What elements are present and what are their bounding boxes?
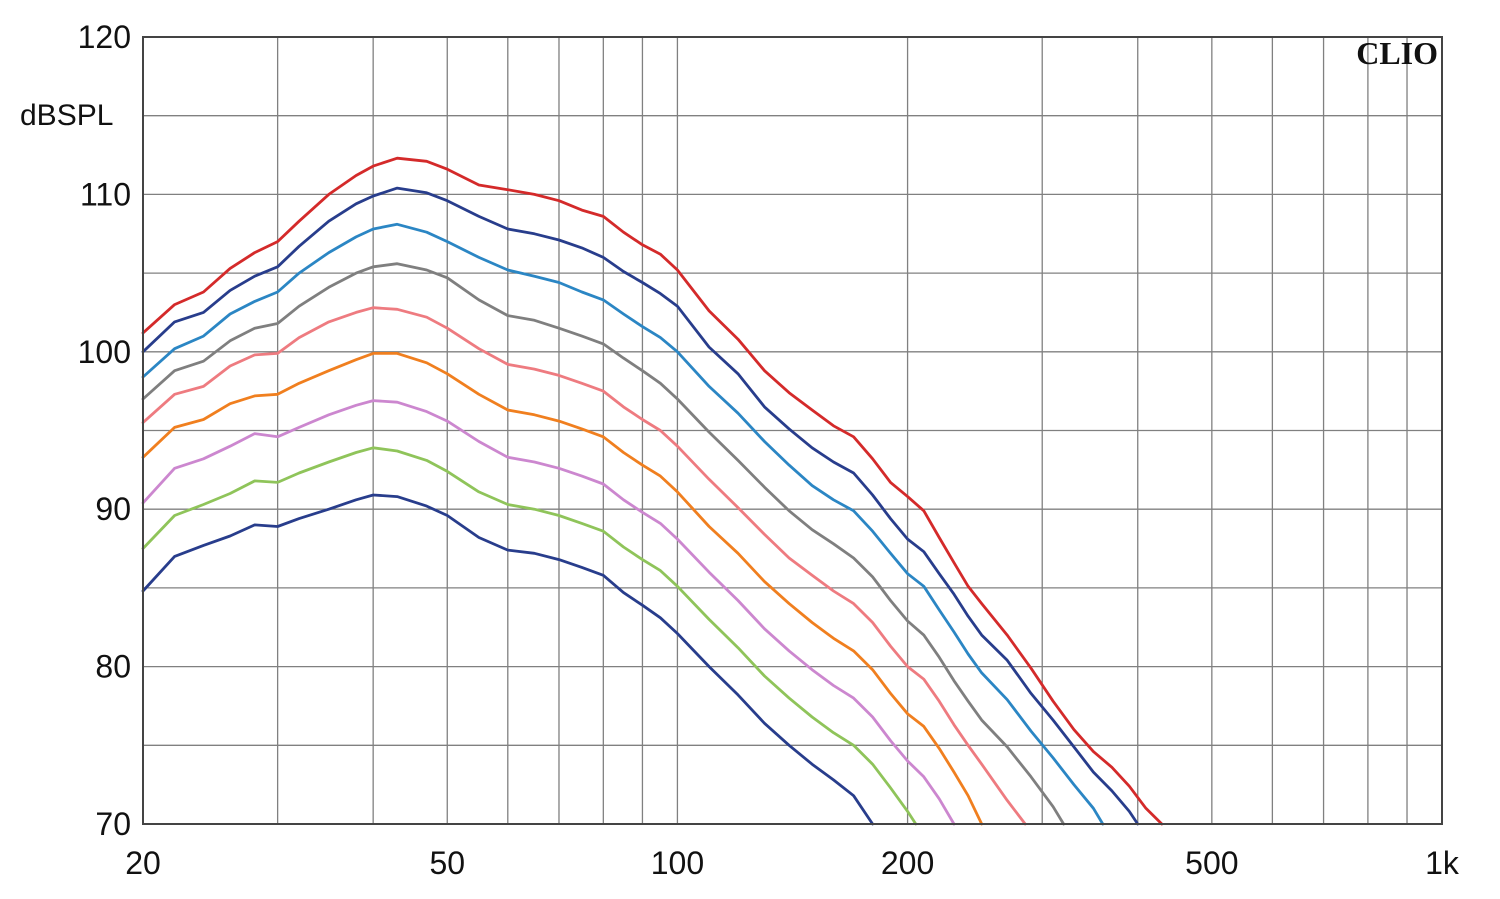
y-axis-label: dBSPL (20, 99, 113, 132)
series-line-3 (141, 222, 1105, 826)
x-tick-label: 1k (1425, 845, 1460, 881)
series-line-5 (141, 306, 1027, 826)
y-tick-labels: 70 80 90 100 110 120 (78, 19, 131, 842)
x-tick-label: 50 (429, 845, 465, 881)
y-tick-label: 110 (80, 176, 131, 212)
x-tick-label: 100 (651, 845, 704, 881)
series-line-2 (141, 186, 1140, 826)
x-tick-label: 20 (125, 845, 161, 881)
series-layer (141, 156, 1164, 826)
series-line-8 (141, 446, 918, 826)
plot-area-frame (142, 36, 1443, 825)
y-tick-label: 100 (78, 334, 131, 370)
x-tick-label: 200 (881, 845, 934, 881)
y-tick-label: 90 (95, 491, 131, 527)
series-line-9 (141, 493, 874, 826)
series-line-1 (141, 156, 1164, 826)
series-line-6 (141, 351, 984, 826)
brand-label: CLIO (1356, 35, 1438, 71)
x-tick-label: 500 (1185, 845, 1238, 881)
x-tick-labels: 20 50 100 200 500 1k (125, 845, 1460, 881)
y-tick-label: 80 (95, 649, 131, 685)
y-tick-label: 70 (95, 806, 131, 842)
series-line-4 (141, 262, 1065, 826)
y-tick-label: 120 (78, 19, 131, 55)
series-line-7 (141, 399, 956, 826)
